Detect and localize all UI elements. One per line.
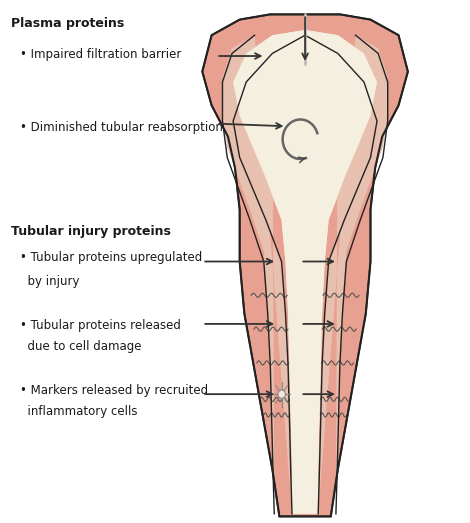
PathPatch shape [233, 30, 377, 514]
Text: Plasma proteins: Plasma proteins [11, 17, 124, 30]
PathPatch shape [318, 35, 388, 514]
PathPatch shape [222, 35, 292, 514]
Text: • Diminished tubular reabsorption: • Diminished tubular reabsorption [20, 121, 223, 134]
Text: due to cell damage: due to cell damage [20, 339, 141, 353]
Text: • Impaired filtration barrier: • Impaired filtration barrier [20, 48, 181, 61]
Circle shape [278, 390, 285, 399]
FancyArrowPatch shape [302, 17, 308, 59]
Text: by injury: by injury [20, 275, 79, 288]
Text: Tubular injury proteins: Tubular injury proteins [11, 225, 171, 238]
Text: inflammatory cells: inflammatory cells [20, 405, 138, 417]
PathPatch shape [233, 30, 377, 514]
Text: • Markers released by recruited: • Markers released by recruited [20, 384, 208, 397]
Text: • Tubular proteins released: • Tubular proteins released [20, 319, 181, 332]
PathPatch shape [202, 15, 408, 516]
Text: • Tubular proteins upregulated: • Tubular proteins upregulated [20, 251, 202, 264]
